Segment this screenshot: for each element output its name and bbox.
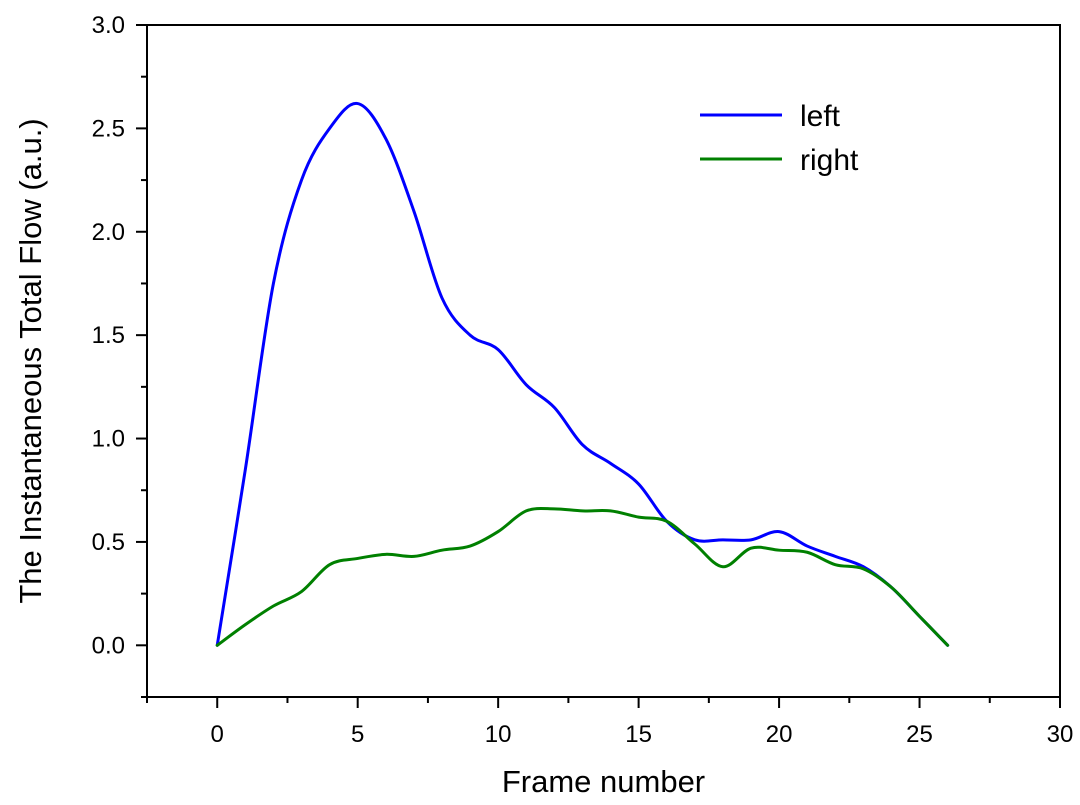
plot-frame: [146, 24, 1061, 698]
x-axis-title: Frame number: [502, 764, 705, 799]
legend: left right: [700, 100, 859, 177]
x-tick-label: 5: [351, 721, 364, 748]
x-tick-label: 20: [766, 721, 793, 748]
series-lines: [215, 102, 950, 647]
x-tick-label: 25: [906, 721, 933, 748]
x-tick-label: 0: [211, 721, 224, 748]
legend-label-left: left: [800, 100, 841, 133]
series-line-left: [215, 102, 950, 647]
tick-labels: 0 5 10 15 20 25 30 0.0 0.5 1.0 1.5 2.0 2.5 3.0: [92, 12, 1074, 748]
y-tick-label: 0.0: [92, 632, 125, 659]
x-tick-label: 15: [625, 721, 652, 748]
y-tick-label: 3.0: [92, 12, 125, 39]
series-line-right: [215, 506, 950, 647]
y-axis-title: The Instantaneous Total Flow (a.u.): [13, 118, 48, 603]
x-tick-label: 10: [485, 721, 512, 748]
y-tick-label: 1.5: [92, 322, 125, 349]
legend-label-right: right: [800, 144, 859, 177]
y-tick-label: 2.0: [92, 219, 125, 246]
x-tick-label: 30: [1047, 721, 1074, 748]
y-tick-label: 2.5: [92, 115, 125, 142]
y-tick-label: 0.5: [92, 529, 125, 556]
y-tick-label: 1.0: [92, 426, 125, 453]
